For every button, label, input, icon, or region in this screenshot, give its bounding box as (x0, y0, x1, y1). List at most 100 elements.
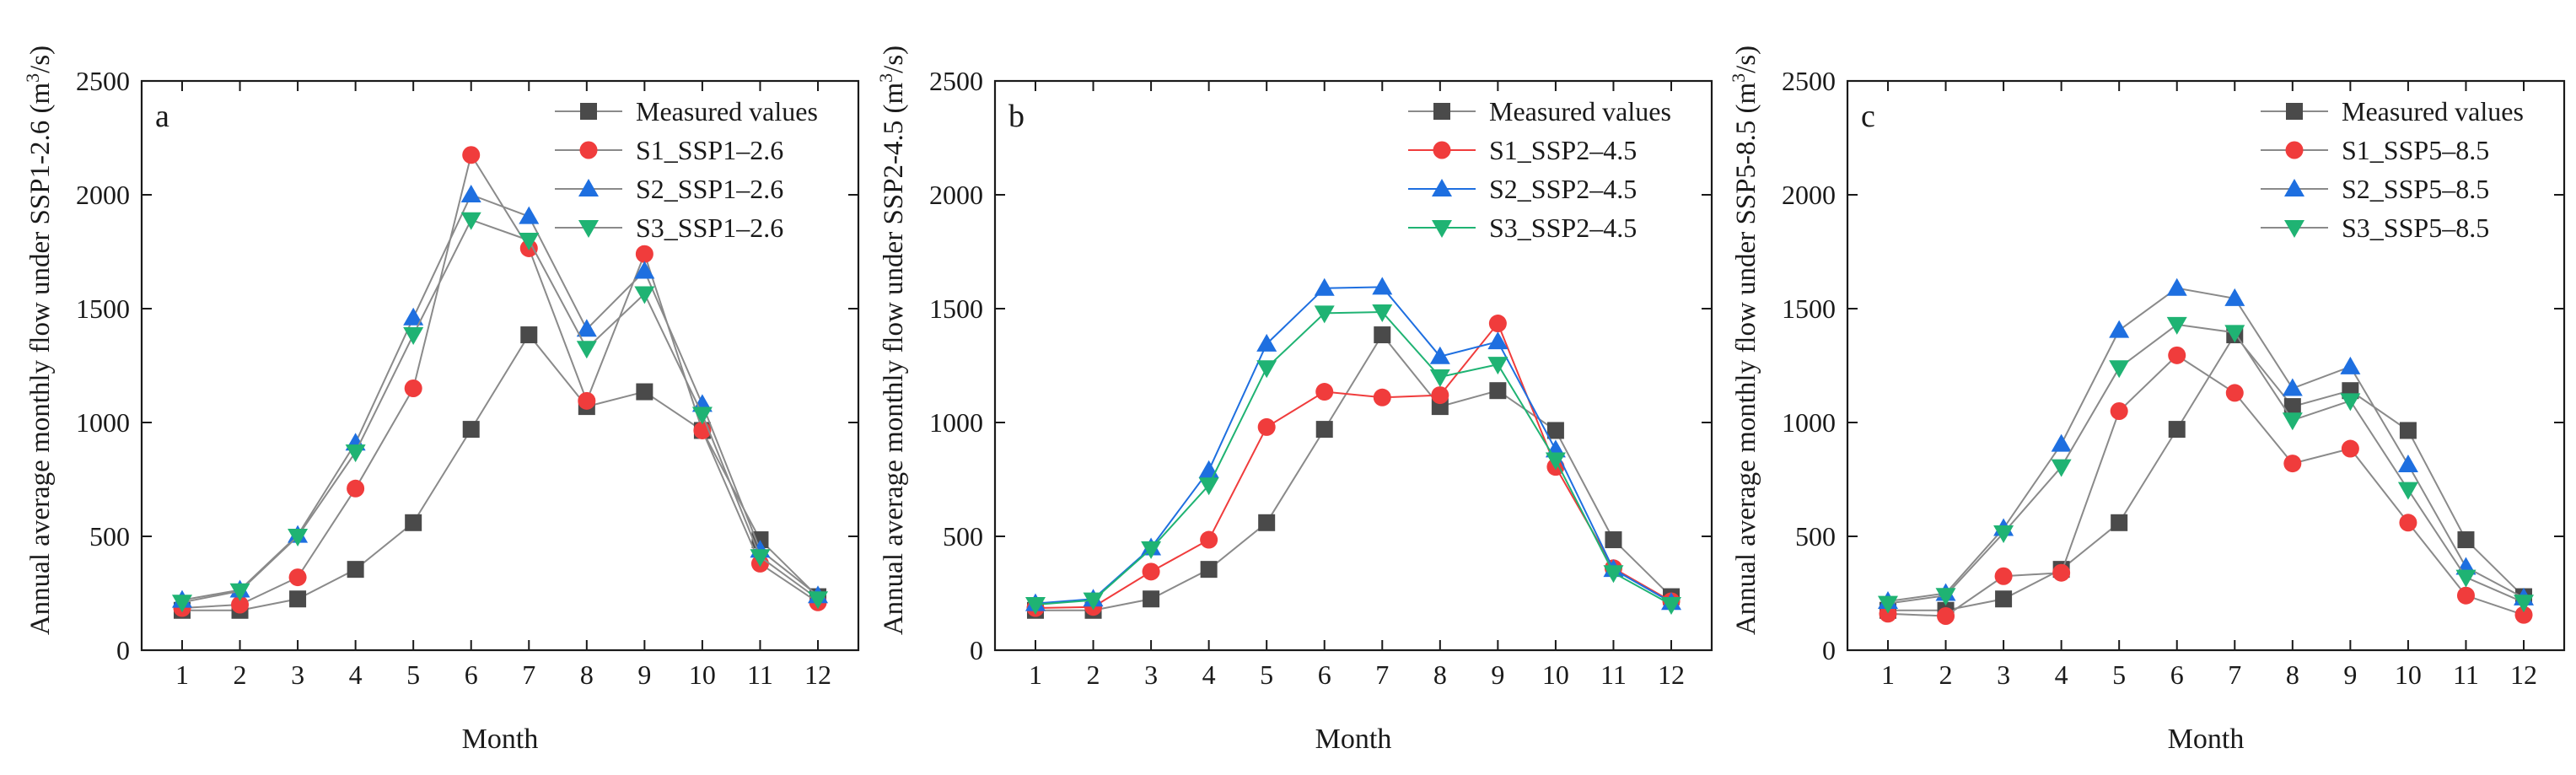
data-point (519, 206, 540, 224)
legend-label: S3_SSP5–8.5 (2342, 213, 2489, 243)
data-point (2109, 360, 2130, 379)
legend-label: S1_SSP2–4.5 (1489, 135, 1637, 165)
data-point (2110, 402, 2128, 420)
y-tick-label: 2500 (76, 66, 130, 96)
data-point (1489, 382, 1507, 400)
data-point (462, 146, 481, 164)
series-line (181, 333, 819, 611)
data-point (1315, 421, 1333, 439)
x-tick-label: 2 (234, 659, 247, 690)
data-point (691, 406, 713, 425)
data-point (2514, 605, 2533, 624)
y-axis-unit-open: (m (1731, 83, 1761, 114)
data-point (2455, 569, 2477, 588)
data-point (1937, 607, 1955, 625)
legend-label: S1_SSP5–8.5 (2342, 135, 2489, 165)
data-point (1603, 565, 1624, 584)
data-point (2111, 514, 2128, 531)
x-tick-label: 1 (1881, 659, 1895, 690)
y-axis-unit-sup: 3 (875, 73, 896, 83)
series-s3 (1877, 316, 2535, 614)
legend-label: S3_SSP1–2.6 (636, 213, 783, 243)
data-point (751, 531, 769, 549)
legend-marker (578, 220, 599, 238)
series-measured (1026, 326, 1681, 619)
data-point (2168, 421, 2186, 439)
series-s1 (173, 146, 827, 617)
y-tick-label: 2000 (76, 180, 130, 210)
data-point (2052, 563, 2071, 582)
series-s3 (1024, 304, 1682, 615)
data-point (403, 307, 424, 326)
data-point (1198, 477, 1219, 496)
data-point (1995, 590, 2013, 608)
data-point (2340, 356, 2361, 374)
data-point (2456, 586, 2475, 605)
y-axis-unit-close: /s) (1731, 46, 1761, 73)
x-tick-label: 9 (2343, 659, 2357, 690)
x-tick-label: 5 (406, 659, 420, 690)
data-point (634, 286, 655, 304)
data-point (1487, 357, 1508, 375)
series-line (1035, 321, 1672, 610)
plot-frame (993, 79, 1713, 652)
series-s2 (171, 185, 829, 608)
data-point (2514, 595, 2535, 613)
y-tick-label: 2500 (1782, 66, 1836, 96)
legend-marker (1433, 141, 1451, 159)
legend: Measured values S1_SSP2–4.5 S2_SSP2–4.5 S3_… (1408, 96, 1671, 243)
panel-label: b (1008, 99, 1024, 134)
data-point (1083, 592, 1104, 611)
data-point (1488, 315, 1507, 333)
panel-label: c (1861, 99, 1875, 134)
data-point (1200, 530, 1218, 549)
plot-frame (140, 79, 860, 652)
x-axis-label: Month (462, 724, 539, 755)
x-tick-label: 3 (1997, 659, 2010, 690)
data-point (460, 185, 481, 202)
series-line (1887, 333, 2525, 611)
data-point (289, 590, 307, 608)
y-axis-label: Annual average monthly flow under SSP5-8… (1728, 46, 1762, 635)
y-axis-unit-close: /s) (879, 46, 909, 73)
y-tick-label: 1000 (929, 407, 983, 438)
data-point (1374, 326, 1391, 344)
data-point (1200, 561, 1218, 579)
data-point (405, 514, 422, 531)
data-point (1487, 331, 1508, 350)
x-tick-label: 10 (2395, 659, 2422, 690)
y-axis-unit-open: (m (879, 83, 909, 114)
data-point (288, 568, 307, 587)
data-point (1877, 595, 1898, 614)
series-line (1887, 354, 2525, 617)
series-measured (173, 326, 827, 619)
data-point (404, 379, 422, 397)
data-point (1546, 422, 1564, 439)
data-point (1605, 531, 1622, 549)
data-point (1141, 541, 1162, 559)
data-point (2225, 384, 2244, 402)
x-tick-label: 1 (1029, 659, 1042, 690)
data-point (2283, 398, 2301, 416)
y-tick-label: 1500 (76, 293, 130, 324)
x-tick-label: 7 (2228, 659, 2241, 690)
y-axis-unit-open: (m (25, 83, 56, 114)
x-tick-label: 6 (1318, 659, 1331, 690)
x-tick-label: 12 (2510, 659, 2537, 690)
data-point (2340, 393, 2361, 412)
data-point (519, 233, 540, 250)
data-point (2166, 316, 2187, 335)
series-s1 (1879, 346, 2533, 625)
data-point (578, 391, 596, 410)
data-point (2283, 455, 2302, 473)
legend-marker (2284, 179, 2304, 196)
x-tick-label: 11 (747, 659, 773, 690)
data-point (1143, 590, 1160, 608)
data-point (635, 245, 653, 263)
legend-marker (2285, 141, 2304, 159)
data-point (347, 479, 365, 498)
legend-label: S2_SSP5–8.5 (2342, 174, 2489, 204)
data-point (1372, 277, 1393, 295)
y-tick-label: 500 (943, 521, 983, 552)
